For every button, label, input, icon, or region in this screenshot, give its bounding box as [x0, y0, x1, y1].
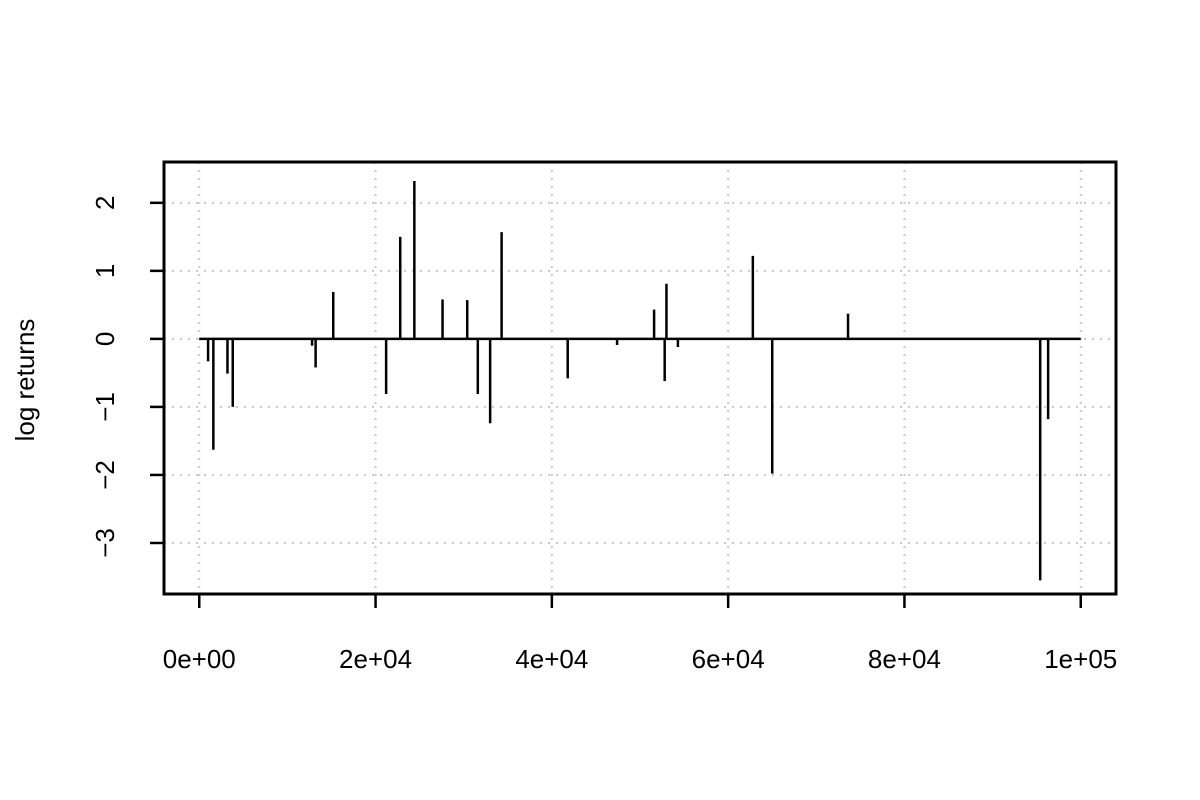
spike-series	[199, 181, 1081, 581]
y-tick-label-1: −2	[90, 460, 120, 490]
y-tick-label-2: −1	[90, 392, 120, 422]
x-tick-label-3: 6e+04	[692, 644, 765, 674]
x-tick-label-4: 8e+04	[868, 644, 941, 674]
y-tick-label-5: 2	[90, 196, 120, 210]
x-tick-label-2: 4e+04	[515, 644, 588, 674]
x-tick-label-5: 1e+05	[1044, 644, 1117, 674]
x-tick-label-0: 0e+00	[163, 644, 236, 674]
plot-frame	[162, 160, 1118, 596]
x-tick-label-1: 2e+04	[339, 644, 412, 674]
y-tick-label-3: 0	[90, 332, 120, 346]
y-axis-label: log returns	[10, 319, 40, 442]
y-tick-label-0: −3	[90, 528, 120, 558]
y-tick-label-4: 1	[90, 264, 120, 278]
